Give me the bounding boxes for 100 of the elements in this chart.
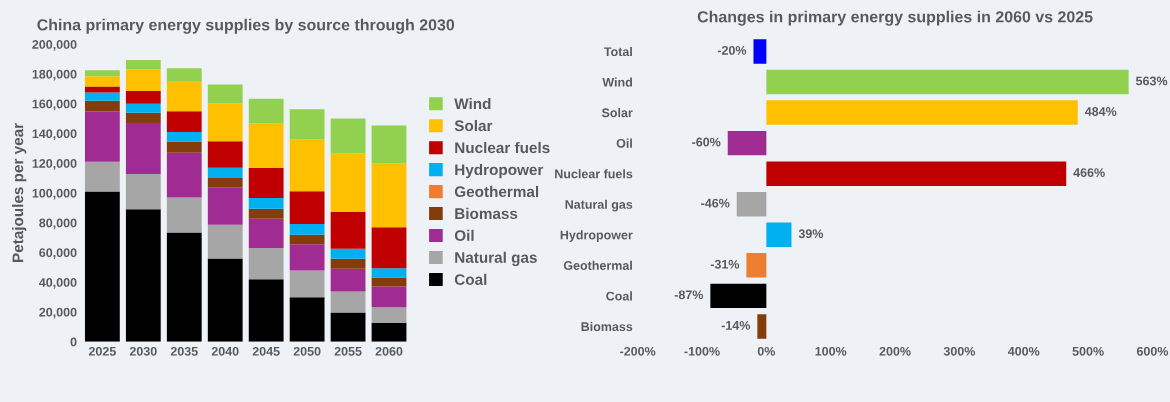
bar	[371, 322, 407, 342]
legend-label: Nuclear fuels	[455, 141, 550, 154]
x-tick-label: 400%	[1007, 346, 1040, 356]
y-tick-label: 160,000	[32, 99, 77, 111]
data-label: 563%	[1135, 76, 1168, 86]
bar	[166, 81, 202, 112]
bar	[371, 227, 407, 269]
y-axis-title: Petajoules per year	[12, 123, 27, 262]
x-tick-label: 300%	[943, 346, 976, 356]
chart-title: Changes in primary energy supplies in 2060 vs 2025	[697, 10, 1093, 26]
bar	[330, 268, 366, 292]
bar	[166, 68, 202, 82]
bar	[125, 59, 161, 70]
bar	[753, 39, 767, 64]
bar	[248, 198, 284, 209]
bar	[766, 222, 792, 247]
x-tick-label: 2040	[211, 346, 239, 356]
bar	[125, 103, 161, 113]
bar	[710, 283, 767, 309]
bar	[248, 279, 284, 342]
y-tick-label: 20,000	[39, 307, 77, 319]
bar	[330, 248, 366, 259]
x-tick-label: 0%	[757, 346, 776, 356]
bar	[84, 76, 120, 87]
y-tick-label: Hydropower	[560, 230, 633, 242]
bar	[289, 297, 325, 342]
x-tick-label: 2045	[252, 346, 280, 356]
bar	[248, 208, 284, 219]
bar	[166, 131, 202, 142]
bar	[330, 258, 366, 269]
bar	[84, 86, 120, 93]
y-tick-label: 180,000	[32, 69, 77, 81]
y-tick-label: Solar	[601, 108, 633, 118]
x-tick-label: 100%	[815, 346, 847, 356]
bar	[330, 118, 366, 154]
bar	[289, 270, 325, 298]
bar	[207, 167, 243, 179]
bar	[248, 218, 284, 248]
x-tick-label: -200%	[620, 346, 656, 356]
bar	[84, 92, 120, 101]
y-tick-label: 140,000	[32, 129, 77, 140]
legend-label: Wind	[454, 98, 491, 110]
y-tick-label: Oil	[616, 138, 632, 148]
x-tick-label: 2035	[170, 346, 198, 356]
x-tick-label: 2050	[293, 346, 321, 356]
bar	[727, 130, 767, 156]
bar	[766, 100, 1078, 125]
bar	[84, 161, 120, 192]
bar	[330, 153, 366, 212]
bar	[84, 111, 120, 162]
y-tick-label: Total	[604, 46, 632, 57]
bar	[766, 69, 1129, 95]
y-tick-label: 120,000	[32, 159, 77, 170]
bar	[289, 224, 325, 235]
bar	[371, 163, 407, 228]
bar	[207, 141, 243, 168]
y-tick-label: 40,000	[39, 278, 77, 289]
bar	[330, 291, 366, 313]
bar	[207, 258, 243, 342]
data-label: -31%	[710, 259, 740, 269]
bar	[736, 192, 767, 217]
bar	[371, 277, 407, 287]
data-label: -87%	[674, 290, 704, 300]
y-tick-label: 0	[70, 337, 77, 347]
bar	[371, 286, 407, 308]
legend-label: Solar	[454, 119, 493, 132]
bar	[125, 69, 161, 92]
bar	[207, 187, 243, 225]
data-label: -46%	[701, 198, 730, 208]
x-tick-label: 2055	[334, 346, 362, 356]
legend-label: Natural gas	[455, 251, 537, 267]
data-label: 466%	[1073, 168, 1105, 178]
data-label: 39%	[798, 229, 824, 239]
bar	[207, 103, 243, 142]
bar	[766, 161, 1067, 186]
bar	[84, 191, 120, 342]
bar	[248, 167, 284, 199]
bar	[207, 178, 243, 188]
data-label: -60%	[692, 137, 721, 147]
bar	[125, 173, 161, 210]
legend-label: Geothermal	[454, 185, 539, 198]
bar	[330, 212, 366, 249]
bar	[125, 123, 161, 174]
data-label: -14%	[721, 320, 751, 330]
data-label: 484%	[1084, 107, 1117, 116]
bar	[757, 314, 767, 339]
bar	[166, 197, 202, 233]
bar	[166, 141, 202, 153]
y-tick-label: 80,000	[39, 218, 77, 230]
bar	[207, 224, 243, 259]
y-tick-label: Nuclear fuels	[555, 169, 633, 179]
y-tick-label: Wind	[602, 77, 632, 87]
bar	[289, 244, 325, 271]
y-tick-label: Geothermal	[563, 260, 632, 270]
y-tick-label: Biomass	[581, 321, 633, 332]
bar	[371, 307, 407, 323]
x-tick-label: 500%	[1072, 346, 1104, 356]
bar	[289, 191, 325, 225]
y-tick-label: 60,000	[39, 248, 77, 259]
x-tick-label: 2025	[88, 346, 116, 356]
